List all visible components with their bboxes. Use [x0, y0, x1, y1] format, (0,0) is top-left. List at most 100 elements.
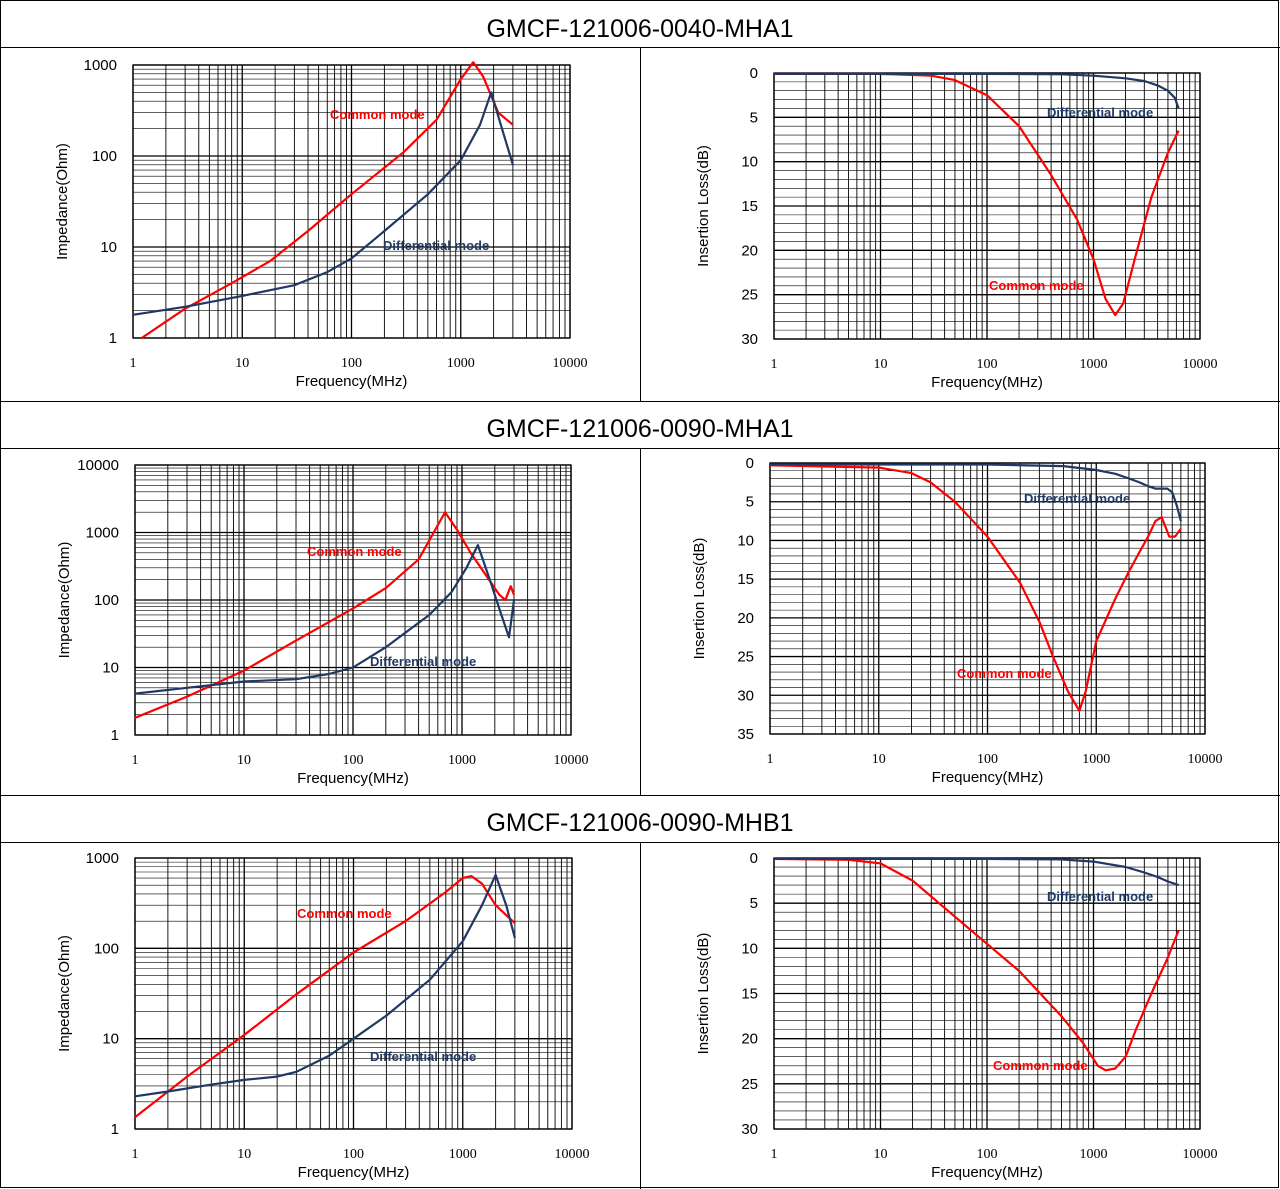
y-tick-label: 15	[737, 571, 754, 588]
x-tick-label: 1	[771, 1147, 778, 1162]
y-tick-label: 10	[102, 1031, 119, 1048]
common-mode-annotation: Common mode	[957, 666, 1052, 681]
y-tick-label: 30	[741, 331, 758, 348]
y-axis-label: Impedance(Ohm)	[56, 935, 73, 1052]
x-tick-label: 10000	[1183, 1147, 1218, 1162]
differential-mode-line	[134, 873, 516, 1098]
x-tick-label: 1000	[449, 1147, 477, 1162]
y-tick-label: 10	[741, 940, 758, 957]
y-axis-label: Impedance(Ohm)	[56, 542, 73, 659]
y-tick-label: 5	[746, 494, 754, 511]
y-tick-label: 1000	[84, 57, 117, 74]
y-tick-label: 25	[741, 287, 758, 304]
x-tick-label: 100	[343, 1147, 364, 1162]
x-axis-label: Frequency(MHz)	[297, 770, 409, 787]
x-tick-label: 10000	[554, 753, 589, 768]
part-number-title: GMCF-121006-0090-MHB1	[486, 809, 794, 837]
y-tick-label: 25	[741, 1076, 758, 1093]
y-tick-label: 0	[750, 850, 758, 867]
y-tick-label: 20	[741, 242, 758, 259]
y-tick-label: 100	[94, 940, 119, 957]
common-mode-annotation: Common mode	[993, 1058, 1088, 1073]
y-tick-label: 10	[100, 239, 117, 256]
chart-6: 1 10 100 1000 10000 0 5 10 15 20 25 30 Frequency(MHz…	[695, 850, 1218, 1181]
common-mode-line	[773, 857, 1180, 1072]
x-tick-label: 10	[872, 752, 886, 767]
chart-1: 1 10 100 1000 10000 1 10 100 1000 Frequency(MHz) I…	[54, 57, 588, 390]
x-tick-label: 1000	[1082, 752, 1110, 767]
y-tick-label: 35	[737, 726, 754, 743]
x-tick-label: 1	[130, 356, 137, 371]
x-tick-label: 1	[132, 1147, 139, 1162]
common-mode-annotation: Common mode	[297, 906, 392, 921]
y-tick-label: 25	[737, 649, 754, 666]
x-tick-label: 1	[132, 753, 139, 768]
x-tick-label: 10	[235, 356, 249, 371]
x-tick-label: 100	[343, 753, 364, 768]
gridlines	[773, 72, 1201, 340]
x-tick-label: 1000	[448, 753, 476, 768]
x-axis-label: Frequency(MHz)	[931, 374, 1043, 391]
y-tick-label: 10	[741, 154, 758, 171]
plot-frame	[134, 464, 572, 736]
x-tick-label: 10	[237, 753, 251, 768]
plot-frame	[134, 857, 573, 1130]
x-tick-label: 100	[977, 1147, 998, 1162]
x-tick-label: 10000	[553, 356, 588, 371]
y-tick-label: 100	[94, 592, 119, 609]
differential-mode-annotation: Differential mode	[370, 1049, 476, 1064]
y-tick-label: 10000	[77, 457, 119, 474]
y-tick-label: 10	[737, 532, 754, 549]
x-tick-label: 10	[874, 357, 888, 372]
gridlines	[134, 464, 572, 736]
differential-mode-annotation: Differential mode	[1047, 105, 1153, 120]
y-tick-label: 15	[741, 986, 758, 1003]
chart-2: 1 10 100 1000 10000 0 5 10 15 20 25 30 Frequency(MHz…	[695, 65, 1218, 391]
x-axis-label: Frequency(MHz)	[931, 1164, 1043, 1181]
y-tick-label: 15	[741, 198, 758, 215]
plot-frame	[769, 462, 1206, 735]
y-tick-label: 1	[109, 330, 117, 347]
y-tick-label: 5	[750, 109, 758, 126]
differential-mode-annotation: Differential mode	[370, 654, 476, 669]
differential-mode-annotation: Differential mode	[1024, 491, 1130, 506]
y-tick-label: 1000	[86, 850, 119, 867]
part-number-title: GMCF-121006-0090-MHA1	[486, 415, 794, 443]
common-mode-annotation: Common mode	[307, 544, 402, 559]
common-mode-line	[134, 875, 516, 1119]
x-tick-label: 10000	[1183, 357, 1218, 372]
x-tick-label: 10	[874, 1147, 888, 1162]
common-mode-annotation: Common mode	[989, 278, 1084, 293]
common-mode-line	[769, 464, 1182, 712]
y-tick-label: 10	[102, 660, 119, 677]
y-tick-label: 5	[750, 895, 758, 912]
x-tick-label: 10	[237, 1147, 251, 1162]
common-mode-annotation: Common mode	[330, 107, 425, 122]
y-axis-label: Insertion Loss(dB)	[691, 538, 708, 660]
common-mode-line	[774, 72, 1180, 317]
common-mode-line	[141, 61, 514, 339]
plot-frame	[132, 64, 571, 339]
gridlines	[134, 857, 573, 1130]
x-tick-label: 10000	[1188, 752, 1223, 767]
common-mode-line	[134, 511, 516, 719]
differential-mode-line	[774, 72, 1180, 109]
y-tick-label: 0	[750, 65, 758, 82]
differential-mode-line	[774, 857, 1179, 887]
y-tick-label: 20	[741, 1031, 758, 1048]
x-tick-label: 1	[771, 357, 778, 372]
gridlines	[769, 462, 1206, 735]
differential-mode-line	[770, 463, 1182, 522]
differential-mode-line	[134, 543, 516, 695]
y-axis-label: Impedance(Ohm)	[54, 143, 71, 260]
y-tick-label: 100	[92, 148, 117, 165]
gridlines	[132, 64, 571, 339]
differential-mode-annotation: Differential mode	[383, 238, 489, 253]
x-tick-label: 1000	[1080, 357, 1108, 372]
y-tick-label: 1000	[86, 525, 119, 542]
x-tick-label: 1	[767, 752, 774, 767]
chart-5: 1 10 100 1000 10000 1 10 100 1000 Frequency(MHz) I…	[56, 850, 590, 1181]
differential-mode-line	[132, 91, 514, 316]
x-tick-label: 10000	[555, 1147, 590, 1162]
